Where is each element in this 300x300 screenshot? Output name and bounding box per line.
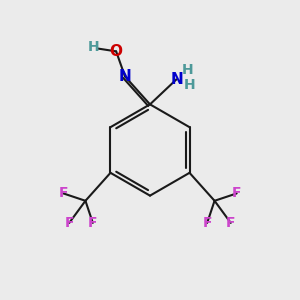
Text: F: F [226, 216, 236, 230]
Text: H: H [182, 63, 194, 77]
Text: H: H [184, 78, 196, 92]
Text: N: N [118, 69, 131, 84]
Text: F: F [88, 216, 98, 230]
Text: F: F [202, 216, 212, 230]
Text: F: F [58, 186, 68, 200]
Text: N: N [170, 72, 183, 87]
Text: O: O [110, 44, 123, 59]
Text: H: H [88, 40, 100, 54]
Text: F: F [64, 216, 74, 230]
Text: F: F [232, 186, 242, 200]
